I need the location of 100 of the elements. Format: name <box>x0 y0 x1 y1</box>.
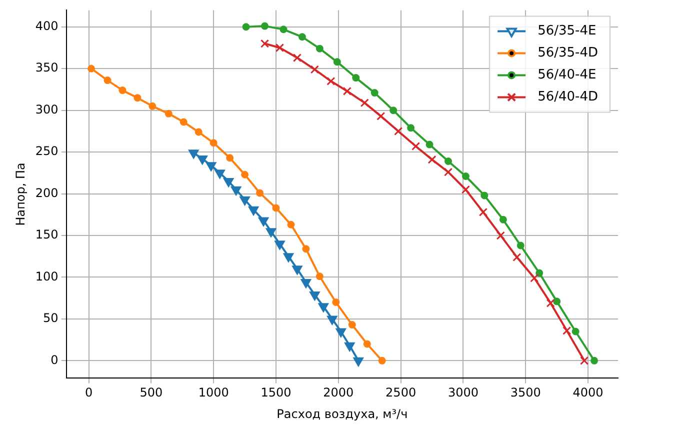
point <box>352 74 360 82</box>
point <box>332 298 340 306</box>
point <box>478 208 488 216</box>
x-tick-label: 500 <box>140 386 163 400</box>
point <box>258 217 269 226</box>
point <box>353 357 364 366</box>
point <box>223 178 234 188</box>
point <box>248 206 259 216</box>
point <box>206 162 216 172</box>
point <box>310 292 320 301</box>
point <box>370 89 378 97</box>
point <box>292 53 302 62</box>
point <box>348 321 356 329</box>
x-tick-label: 2500 <box>386 386 416 400</box>
y-tick-label: 400 <box>35 19 58 34</box>
point <box>390 106 398 114</box>
point <box>426 140 434 148</box>
y-tick-label: 50 <box>43 311 58 326</box>
point <box>280 26 288 34</box>
point <box>287 220 295 228</box>
point <box>88 64 96 72</box>
point <box>194 128 202 136</box>
point <box>580 356 589 365</box>
point <box>241 170 249 178</box>
legend-label: 56/35-4E <box>538 24 596 39</box>
point <box>230 186 242 196</box>
legend-label: 56/40-4D <box>538 90 598 105</box>
point <box>310 65 319 74</box>
point <box>242 23 250 31</box>
point <box>394 126 403 136</box>
point <box>240 196 250 206</box>
point <box>292 266 302 275</box>
point <box>266 228 276 238</box>
point <box>499 216 507 224</box>
y-tick-label: 0 <box>50 352 58 367</box>
point <box>562 326 572 335</box>
point <box>188 150 199 159</box>
y-tick-label: 150 <box>35 228 58 242</box>
point <box>360 98 369 108</box>
point <box>180 118 188 126</box>
point <box>378 356 386 364</box>
point <box>553 298 561 306</box>
point <box>590 356 598 364</box>
point <box>274 240 285 250</box>
legend-label: 56/35-4D <box>538 46 598 61</box>
point <box>261 22 269 30</box>
point <box>300 278 312 288</box>
point <box>572 328 580 336</box>
x-tick-label: 4000 <box>572 386 604 400</box>
point <box>148 102 156 110</box>
point <box>480 192 488 200</box>
point <box>272 204 280 212</box>
point <box>214 170 225 179</box>
point <box>327 316 338 325</box>
x-axis-title: Расход воздуха, м³/ч <box>276 406 408 421</box>
point <box>260 39 270 48</box>
point <box>363 340 371 348</box>
point <box>318 303 329 312</box>
y-tick-label: 300 <box>35 102 58 116</box>
point <box>444 168 453 176</box>
point <box>316 272 324 280</box>
y-tick-label: 350 <box>35 60 58 75</box>
point <box>275 43 284 52</box>
x-tick-label: 3500 <box>510 386 541 400</box>
point <box>546 298 555 308</box>
point <box>428 155 436 164</box>
point <box>298 33 306 41</box>
point <box>530 274 539 282</box>
x-tick-label: 1000 <box>198 386 229 400</box>
y-tick-label: 250 <box>35 144 58 158</box>
point <box>407 124 415 132</box>
x-tick-label: 2000 <box>323 386 354 400</box>
legend-label: 56/40-4E <box>538 68 596 83</box>
point <box>512 252 522 262</box>
y-tick-label: 100 <box>35 269 58 284</box>
point <box>496 231 505 240</box>
point <box>516 242 524 250</box>
point <box>164 110 172 118</box>
point <box>326 76 336 86</box>
point <box>412 142 420 151</box>
point <box>210 139 218 147</box>
point <box>134 94 142 102</box>
point <box>316 44 324 52</box>
point <box>283 253 294 262</box>
y-axis-title: Напор, Па <box>13 162 28 226</box>
point <box>197 155 208 164</box>
x-tick-label: 0 <box>84 386 93 400</box>
point <box>536 269 544 277</box>
point <box>336 328 346 338</box>
point <box>376 112 386 120</box>
point <box>344 342 355 352</box>
x-tick-label: 1500 <box>260 386 292 400</box>
point <box>226 154 234 162</box>
point <box>444 157 452 165</box>
point <box>342 86 352 96</box>
point <box>462 172 470 180</box>
point <box>256 189 264 197</box>
point <box>118 86 126 94</box>
point <box>302 245 310 253</box>
y-tick-label: 200 <box>35 186 58 200</box>
